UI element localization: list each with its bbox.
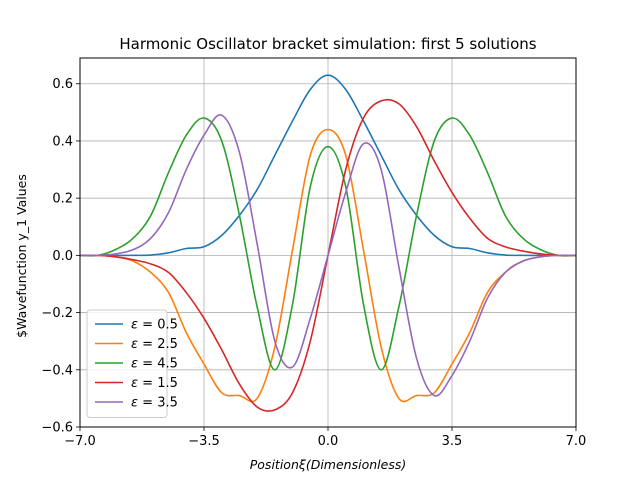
x-tick-label: −3.5 <box>188 434 220 449</box>
ticks: −7.0 −3.5 0.0 3.5 7.0 −0.6 −0.4 −0.2 0.0 0.2 0.4 0.… <box>41 77 586 449</box>
y-tick-label: −0.6 <box>41 421 73 436</box>
legend-entry-label: ε = 3.5 <box>131 396 178 411</box>
y-tick-label: 0.6 <box>52 77 73 92</box>
y-tick-label: −0.4 <box>41 363 73 378</box>
chart-title: Harmonic Oscillator bracket simulation: … <box>119 35 536 53</box>
series-line-1 <box>79 128 577 403</box>
x-axis-label: Positionξ(Dimensionless) <box>250 457 406 472</box>
legend-entry-label: ε = 0.5 <box>131 318 178 333</box>
series-lines <box>79 74 577 412</box>
legend-entry-label: ε = 4.5 <box>131 357 178 372</box>
legend-entry-label: ε = 1.5 <box>131 376 178 391</box>
x-tick-label: 7.0 <box>566 434 587 449</box>
x-tick-label: 0.0 <box>318 434 339 449</box>
y-tick-label: 0.0 <box>52 249 73 264</box>
legend-box <box>86 309 168 418</box>
y-tick-label: 0.2 <box>52 192 73 207</box>
y-axis-label: $Wavefunction y_1 Values <box>14 174 29 338</box>
x-tick-label: 3.5 <box>442 434 463 449</box>
x-tick-label: −7.0 <box>64 434 96 449</box>
series-line-0 <box>80 74 576 257</box>
y-tick-label: 0.4 <box>52 134 73 149</box>
y-tick-label: −0.2 <box>41 306 73 321</box>
series-line-4 <box>79 114 577 397</box>
legend: ε = 0.5 ε = 2.5 ε = 4.5 ε = 1.5 ε = 3.5 <box>86 309 178 418</box>
series-line-2 <box>79 117 577 371</box>
legend-entry-label: ε = 2.5 <box>131 337 178 352</box>
